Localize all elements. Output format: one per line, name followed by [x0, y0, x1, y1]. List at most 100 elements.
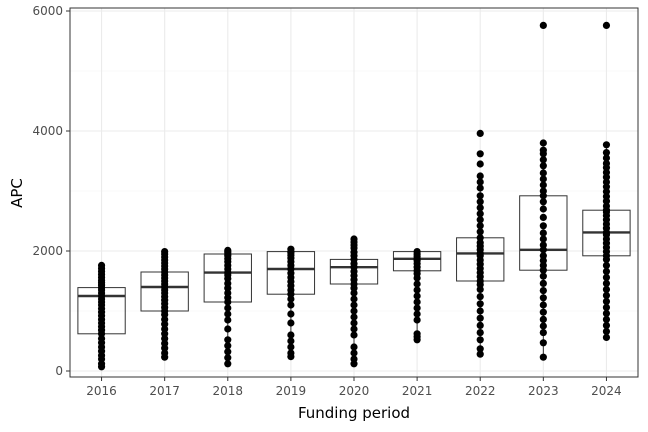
data-point: [602, 141, 611, 149]
point-group: [97, 21, 611, 371]
data-point: [476, 307, 484, 315]
data-point: [539, 21, 547, 29]
data-point: [539, 322, 547, 330]
x-tick-label: 2016: [86, 384, 117, 398]
data-point: [476, 222, 484, 230]
data-point: [539, 353, 547, 361]
data-point: [350, 349, 358, 357]
data-point: [539, 287, 547, 295]
data-point: [476, 228, 484, 236]
y-axis-title: APC: [8, 178, 26, 208]
data-point: [350, 295, 358, 303]
data-point: [476, 184, 484, 192]
data-point: [539, 229, 547, 237]
data-point: [602, 303, 611, 311]
data-point: [602, 333, 611, 341]
data-point: [476, 336, 484, 344]
data-point: [287, 337, 295, 345]
data-point: [539, 329, 547, 337]
x-axis: 2016 2017 2018 2019 2020 2021 2022 2023 2024: [86, 377, 622, 398]
data-point: [602, 285, 611, 293]
data-point: [602, 273, 611, 281]
data-point: [539, 198, 547, 206]
data-point: [602, 315, 611, 323]
x-tick-label: 2017: [149, 384, 180, 398]
data-point: [539, 272, 547, 280]
data-point: [413, 298, 421, 306]
data-point: [476, 234, 484, 242]
data-point: [350, 343, 358, 351]
data-point: [602, 261, 611, 269]
y-tick-label: 4000: [32, 124, 63, 138]
data-point: [413, 280, 421, 288]
x-tick-label: 2024: [591, 384, 622, 398]
data-point: [539, 339, 547, 347]
data-point: [224, 348, 232, 356]
data-point: [602, 267, 611, 275]
data-point: [224, 310, 232, 318]
data-point: [539, 241, 547, 249]
data-point: [224, 336, 232, 344]
data-point: [476, 329, 484, 337]
data-point: [602, 291, 611, 299]
data-point: [350, 355, 358, 363]
data-point: [350, 235, 358, 243]
data-point: [539, 294, 547, 302]
data-point: [539, 181, 547, 189]
data-point: [539, 315, 547, 323]
data-point: [350, 331, 358, 339]
data-point: [602, 279, 611, 287]
data-point: [413, 330, 421, 338]
data-point: [476, 293, 484, 301]
data-point: [602, 21, 611, 29]
data-point: [476, 300, 484, 308]
data-point: [287, 319, 295, 327]
data-point: [287, 245, 295, 253]
data-point: [476, 321, 484, 329]
data-point: [476, 345, 484, 353]
data-point: [161, 248, 169, 256]
y-tick-label: 6000: [32, 4, 63, 18]
y-tick-label: 0: [55, 364, 63, 378]
data-point: [224, 342, 232, 350]
data-point: [602, 154, 611, 162]
data-point: [350, 319, 358, 327]
data-point: [602, 321, 611, 329]
x-tick-label: 2018: [213, 384, 244, 398]
data-point: [539, 156, 547, 164]
data-point: [476, 192, 484, 200]
data-point: [602, 327, 611, 335]
data-point: [350, 313, 358, 321]
data-point: [224, 360, 232, 368]
data-point: [539, 213, 547, 221]
data-point: [224, 316, 232, 324]
data-point: [413, 316, 421, 324]
data-point: [476, 216, 484, 224]
data-point: [224, 354, 232, 362]
data-point: [539, 235, 547, 243]
data-point: [602, 159, 611, 167]
data-point: [602, 149, 611, 157]
x-tick-label: 2020: [339, 384, 370, 398]
data-point: [97, 261, 106, 269]
data-point: [350, 325, 358, 333]
data-point: [476, 210, 484, 218]
data-point: [287, 343, 295, 351]
data-point: [476, 204, 484, 212]
data-point: [476, 172, 484, 180]
data-point: [602, 297, 611, 305]
data-point: [413, 310, 421, 318]
data-point: [476, 314, 484, 322]
data-point: [539, 205, 547, 213]
x-tick-label: 2021: [402, 384, 433, 398]
data-point: [224, 246, 232, 254]
data-point: [287, 349, 295, 357]
data-point: [539, 252, 547, 260]
data-point: [476, 350, 484, 358]
x-tick-label: 2022: [465, 384, 496, 398]
data-point: [602, 309, 611, 317]
data-point: [224, 325, 232, 333]
data-point: [476, 198, 484, 206]
data-point: [539, 301, 547, 309]
